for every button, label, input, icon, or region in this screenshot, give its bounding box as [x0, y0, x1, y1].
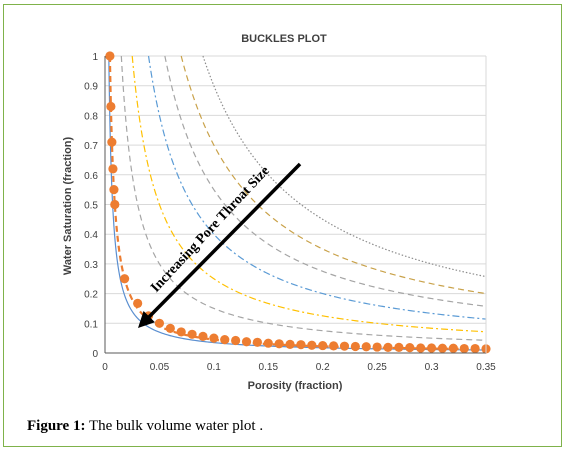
data-markers — [105, 51, 491, 354]
x-tick-label: 0.05 — [150, 362, 170, 373]
data-point — [231, 335, 241, 346]
data-point — [220, 335, 230, 345]
data-point — [437, 343, 448, 353]
data-point — [416, 343, 426, 353]
data-point — [383, 342, 393, 352]
data-point — [176, 327, 186, 337]
y-axis-label: Water Saturation (fraction) — [62, 137, 74, 276]
caption-text: The bulk volume water plot . — [88, 418, 264, 434]
y-tick-label: 0.8 — [84, 111, 98, 122]
bvw-curve-5 — [147, 55, 487, 320]
axes — [104, 56, 487, 354]
data-point — [107, 137, 117, 147]
bvw-curves — [108, 55, 487, 351]
pore-throat-arrow — [138, 162, 302, 328]
data-point — [241, 337, 252, 347]
data-point — [209, 333, 219, 343]
data-point — [394, 342, 404, 352]
data-point — [198, 331, 208, 341]
y-tick-label: 0.1 — [84, 319, 98, 330]
data-point — [470, 343, 480, 354]
data-point — [252, 337, 262, 347]
arrow-head — [138, 310, 155, 328]
data-point — [329, 341, 339, 351]
y-tick-label: 0.2 — [84, 290, 98, 301]
data-point — [109, 185, 119, 195]
data-point — [448, 343, 458, 353]
figure-caption: Figure 1: The bulk volume water plot . — [27, 418, 263, 435]
data-point — [105, 51, 115, 61]
data-point — [372, 342, 382, 352]
data-point — [154, 318, 165, 328]
data-point — [119, 274, 130, 284]
bvw-curve-1 — [108, 55, 487, 351]
x-tick-label: 0 — [102, 362, 108, 373]
y-tick-label: 0.5 — [84, 201, 98, 212]
x-tick-label: 0.15 — [259, 362, 279, 373]
y-tick-label: 0.9 — [84, 82, 98, 93]
y-tick-label: 1 — [92, 52, 98, 63]
chart-title: BUCKLES PLOT — [241, 33, 327, 45]
data-point — [405, 343, 415, 353]
bvw-curve-3 — [120, 55, 487, 341]
data-point — [263, 338, 273, 348]
data-point — [307, 340, 317, 350]
data-point — [361, 342, 371, 352]
grid-lines — [105, 55, 486, 324]
caption-label: Figure 1: — [27, 418, 86, 434]
bvw-curve-6 — [164, 55, 487, 307]
data-point — [459, 343, 469, 354]
y-tick-label: 0 — [92, 349, 98, 360]
bvw-curve-4 — [131, 55, 487, 333]
data-point — [350, 341, 360, 352]
bvw-curve-7 — [180, 55, 487, 295]
x-tick-label: 0.1 — [207, 362, 221, 373]
y-tick-label: 0.4 — [84, 230, 98, 241]
data-point — [110, 199, 120, 210]
tick-labels: 0 0.1 0.2 0.3 0.4 0.5 0.6 0.7 0.8 0.9 1 0 0.05 0.1 0.1… — [84, 52, 496, 373]
data-point — [165, 323, 175, 333]
y-tick-label: 0.3 — [84, 260, 98, 271]
bvw-curve-8 — [202, 55, 487, 278]
bvw-curve-2 — [108, 55, 487, 351]
x-tick-label: 0.2 — [316, 362, 330, 373]
data-point — [187, 329, 197, 339]
y-tick-label: 0.7 — [84, 141, 98, 152]
x-tick-label: 0.35 — [476, 362, 496, 373]
data-point — [274, 339, 284, 349]
data-point — [106, 101, 116, 112]
data-point — [426, 343, 437, 353]
arrow-shaft — [144, 162, 302, 322]
data-point — [339, 341, 350, 351]
data-point — [285, 339, 295, 349]
x-axis-label: Porosity (fraction) — [248, 380, 343, 392]
data-point — [108, 164, 118, 174]
data-point — [318, 340, 328, 351]
data-point — [133, 298, 143, 309]
x-tick-label: 0.25 — [367, 362, 387, 373]
data-point — [296, 340, 306, 350]
x-tick-label: 0.3 — [425, 362, 439, 373]
y-tick-label: 0.6 — [84, 171, 98, 182]
